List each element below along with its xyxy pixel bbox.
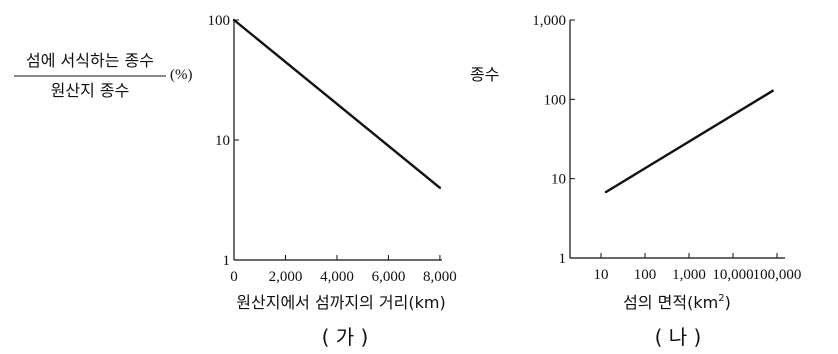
chart-ga-x-tick-label: 2,000 (269, 269, 303, 285)
chart-ga-ylabel-numerator: 섬에 서식하는 종수 (26, 51, 154, 70)
chart-ga-series (232, 18, 442, 190)
chart-na-x-tick-label: 10 (594, 267, 609, 283)
chart-na-x-tick-label: 1,000 (672, 267, 706, 283)
chart-ga-x-tick-label: 4,000 (320, 269, 354, 285)
chart-na-series (604, 89, 774, 194)
chart-na-y-ticks: 1 10 100 1,000 (532, 13, 575, 267)
chart-na-x-tick-label: 100 (634, 267, 657, 283)
chart-na-x-tick-label: 10,000 (712, 267, 753, 283)
chart-na-xlabel-sup: 2 (718, 293, 724, 304)
chart-na-panel-label: ( 나 ) (655, 325, 702, 349)
chart-na-y-tick-label: 1 (559, 251, 567, 267)
chart-ga-x-tick-label: 8,000 (423, 269, 457, 285)
chart-ga-y-ticks: 1 10 100 (208, 13, 239, 269)
chart-ga-y-tick-label: 1 (223, 253, 231, 269)
chart-na: 10 100 1,000 10,000 100,000 1 10 100 1,000 종수 섬… (470, 13, 801, 349)
chart-na-ylabel: 종수 (470, 65, 499, 84)
chart-ga-x-tick-label: 6,000 (372, 269, 406, 285)
chart-ga-series-line (232, 18, 442, 190)
chart-ga-ylabel-unit: (%) (170, 67, 193, 83)
chart-na-xlabel-main: 섬의 면적(km (623, 293, 718, 312)
chart-na-y-tick-label: 1,000 (532, 13, 566, 29)
chart-ga-x-tick-label: 0 (230, 269, 238, 285)
chart-ga-panel-label: ( 가 ) (322, 325, 369, 349)
chart-na-xlabel-close: ) (725, 293, 731, 312)
chart-ga-y-tick-label: 10 (215, 133, 230, 149)
chart-ga-xlabel: 원산지에서 섬까지의 거리(km) (236, 293, 445, 312)
chart-na-x-ticks: 10 100 1,000 10,000 100,000 (594, 253, 802, 283)
chart-ga-x-ticks: 0 2,000 4,000 6,000 8,000 (230, 255, 457, 285)
chart-na-x-tick-label: 100,000 (753, 267, 802, 283)
chart-na-xlabel: 섬의 면적(km2) (623, 293, 731, 312)
chart-na-y-tick-label: 100 (544, 92, 567, 108)
chart-ga-y-tick-label: 100 (208, 13, 231, 29)
chart-na-series-line (604, 89, 774, 194)
chart-ga-ylabel-denominator: 원산지 종수 (51, 81, 130, 100)
chart-na-y-tick-label: 10 (551, 172, 566, 188)
